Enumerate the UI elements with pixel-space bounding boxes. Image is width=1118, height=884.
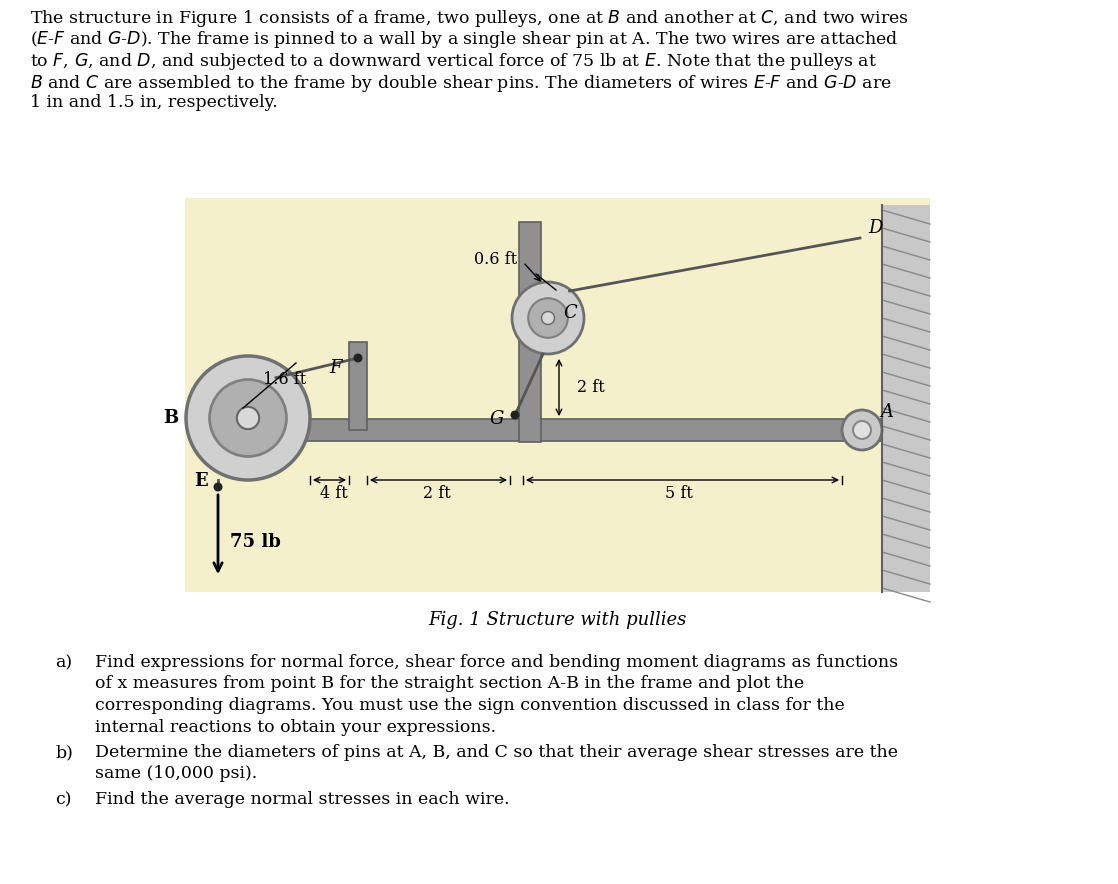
- Text: of x measures from point B for the straight section A-B in the frame and plot th: of x measures from point B for the strai…: [95, 675, 804, 692]
- Text: E: E: [195, 472, 208, 490]
- Text: F: F: [330, 359, 342, 377]
- Text: ($\it{E}$-$\it{F}$ and $\it{G}$-$\it{D}$). The frame is pinned to a wall by a si: ($\it{E}$-$\it{F}$ and $\it{G}$-$\it{D}$…: [30, 29, 899, 50]
- Text: Find the average normal stresses in each wire.: Find the average normal stresses in each…: [95, 791, 510, 808]
- Text: 2 ft: 2 ft: [577, 378, 605, 395]
- Bar: [519, 222, 541, 442]
- Text: D: D: [868, 219, 882, 237]
- Bar: [882, 205, 930, 592]
- Text: a): a): [55, 654, 73, 671]
- Text: to $\it{F}$, $\it{G}$, and $\it{D}$, and subjected to a downward vertical force : to $\it{F}$, $\it{G}$, and $\it{D}$, and…: [30, 51, 877, 72]
- Text: $\it{B}$ and $\it{C}$ are assembled to the frame by double shear pins. The diame: $\it{B}$ and $\it{C}$ are assembled to t…: [30, 72, 892, 94]
- Circle shape: [214, 483, 222, 492]
- Circle shape: [842, 410, 882, 450]
- Bar: [184, 198, 930, 592]
- Bar: [349, 342, 367, 430]
- Text: internal reactions to obtain your expressions.: internal reactions to obtain your expres…: [95, 719, 496, 735]
- Text: c): c): [55, 791, 72, 808]
- Circle shape: [186, 356, 310, 480]
- Circle shape: [528, 298, 568, 338]
- Text: G: G: [490, 410, 504, 428]
- Text: b): b): [55, 744, 73, 761]
- Circle shape: [541, 311, 555, 324]
- Text: corresponding diagrams. You must use the sign convention discussed in class for : corresponding diagrams. You must use the…: [95, 697, 845, 714]
- Circle shape: [353, 354, 362, 362]
- Circle shape: [853, 421, 871, 439]
- Text: Find expressions for normal force, shear force and bending moment diagrams as fu: Find expressions for normal force, shear…: [95, 654, 898, 671]
- Text: 4 ft: 4 ft: [320, 485, 348, 502]
- Text: 1 in and 1.5 in, respectively.: 1 in and 1.5 in, respectively.: [30, 94, 277, 111]
- Circle shape: [209, 379, 286, 456]
- Text: 75 lb: 75 lb: [230, 533, 281, 551]
- Circle shape: [511, 410, 520, 420]
- Text: same (10,000 psi).: same (10,000 psi).: [95, 766, 257, 782]
- Text: 2 ft: 2 ft: [423, 485, 451, 502]
- Text: C: C: [563, 304, 577, 322]
- Bar: [218, 419, 882, 441]
- Text: 5 ft: 5 ft: [664, 485, 692, 502]
- Text: A: A: [880, 403, 893, 421]
- Text: B: B: [163, 409, 178, 427]
- Text: Determine the diameters of pins at A, B, and C so that their average shear stres: Determine the diameters of pins at A, B,…: [95, 744, 898, 761]
- Text: 0.6 ft: 0.6 ft: [474, 252, 518, 269]
- Circle shape: [237, 407, 259, 429]
- Text: The structure in Figure 1 consists of a frame, two pulleys, one at $\it{B}$ and : The structure in Figure 1 consists of a …: [30, 8, 909, 29]
- Text: Fig. 1 Structure with pullies: Fig. 1 Structure with pullies: [428, 611, 686, 629]
- Text: 1.6 ft: 1.6 ft: [263, 371, 306, 388]
- Circle shape: [512, 282, 584, 354]
